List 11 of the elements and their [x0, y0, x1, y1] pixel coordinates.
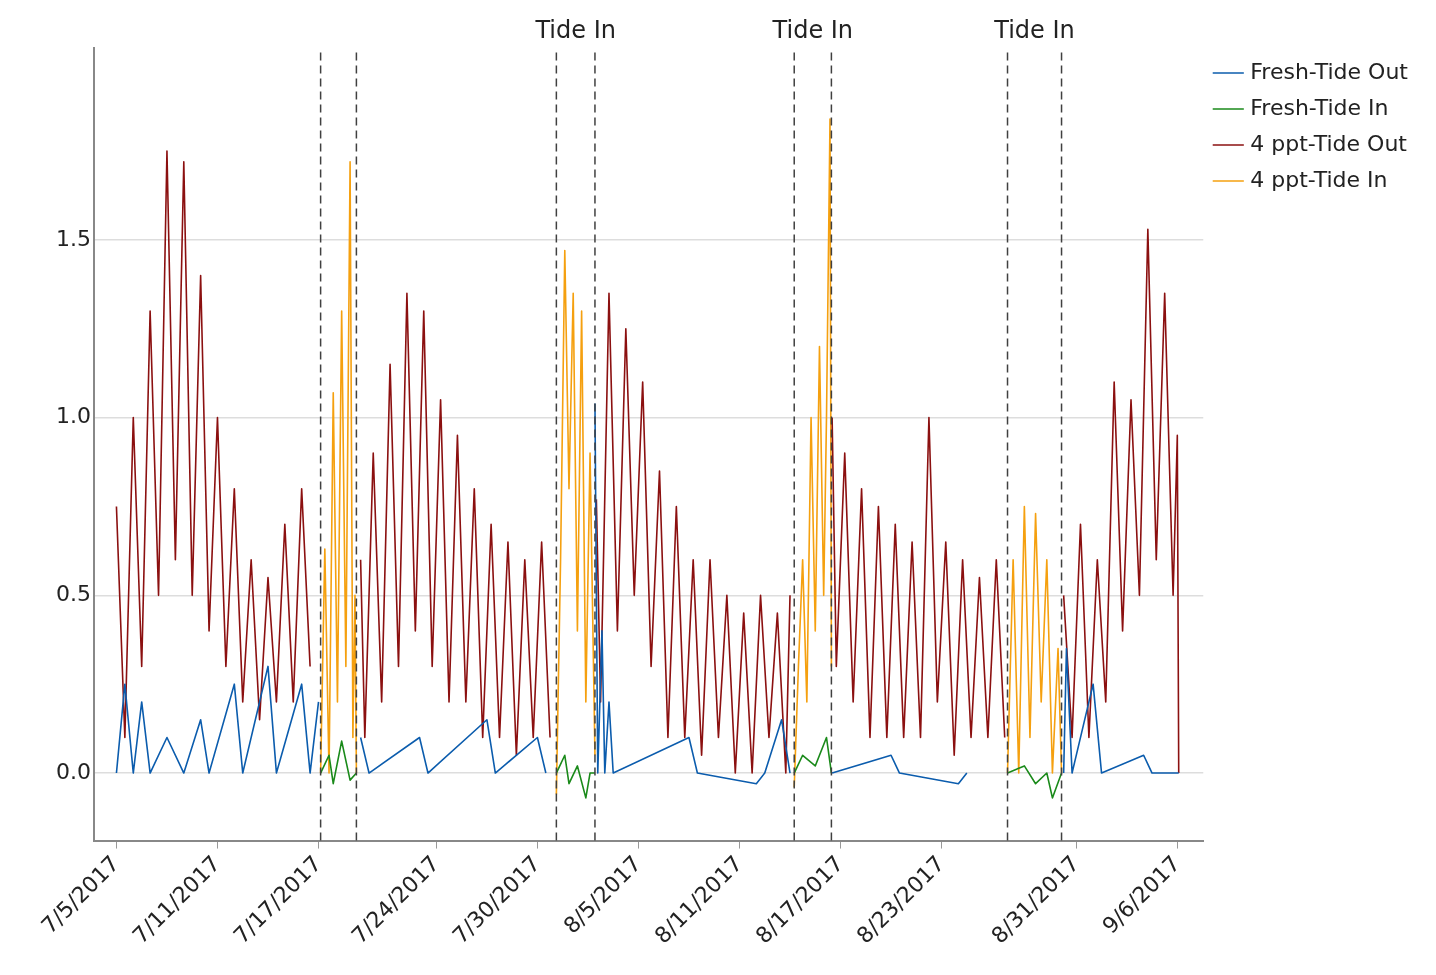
y-tick-label: 0.5 — [55, 581, 91, 607]
text: Tide In — [993, 16, 1075, 45]
y-tick-label: 1.0 — [55, 403, 91, 429]
legend-label: 4 ppt-Tide In — [1250, 166, 1388, 192]
y-tick-label: 1.5 — [55, 225, 91, 251]
text: Tide In — [534, 16, 616, 45]
text: Tide In — [771, 16, 854, 45]
legend-label: Fresh-Tide Out — [1250, 58, 1409, 84]
y-tick-label: 0.0 — [55, 758, 91, 784]
legend-label: 4 ppt-Tide Out — [1250, 130, 1408, 156]
legend-label: Fresh-Tide In — [1250, 94, 1389, 120]
